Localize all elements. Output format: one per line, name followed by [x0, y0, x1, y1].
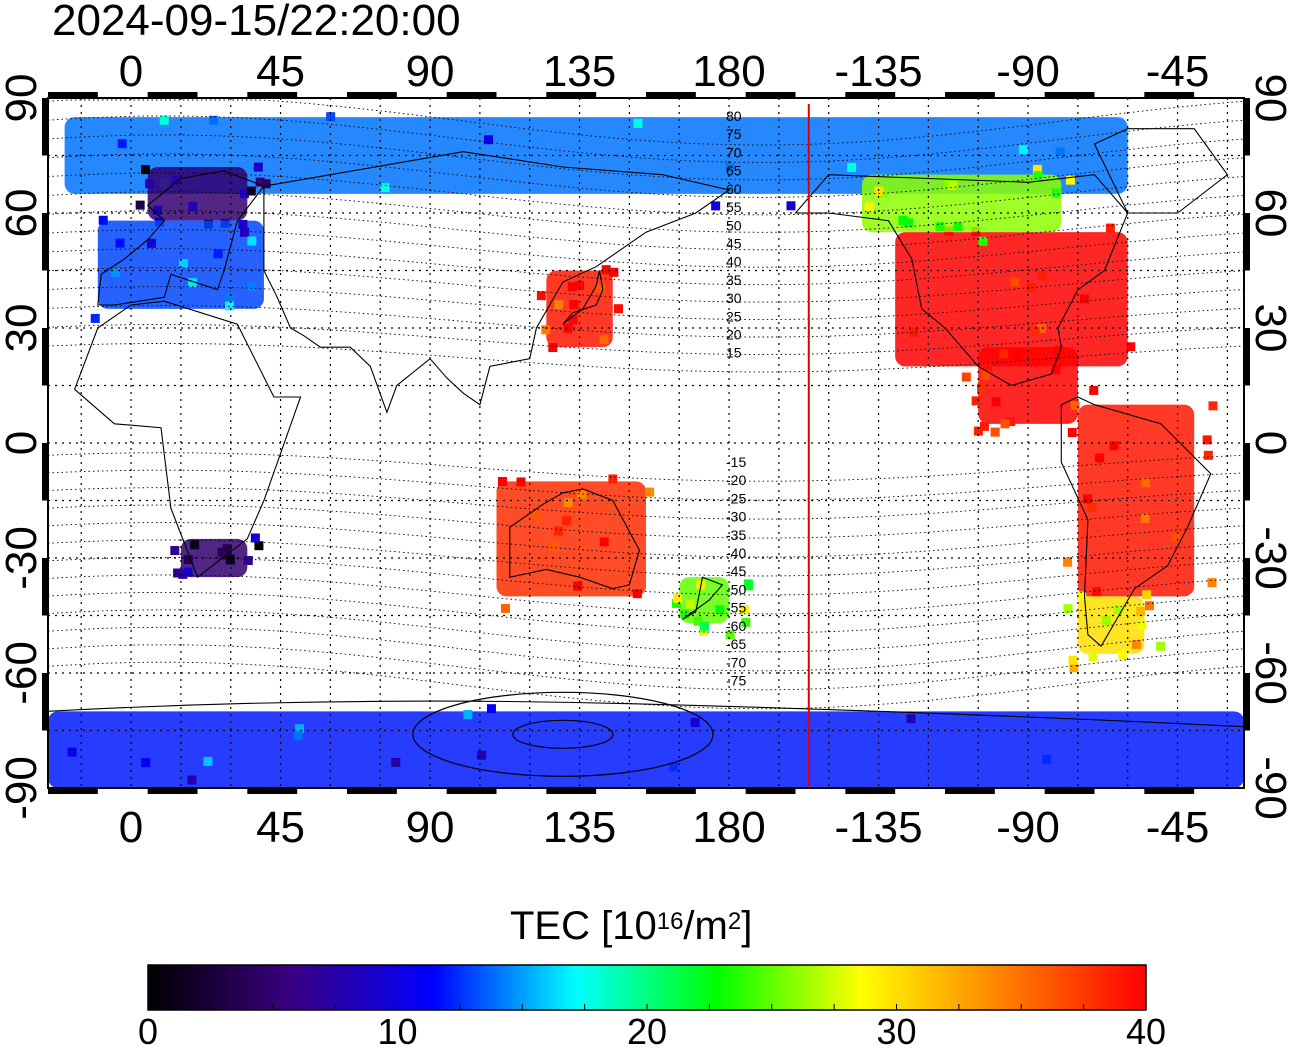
frame-scale-bars: [42, 92, 1250, 794]
coastlines: [73, 128, 1229, 648]
south-magnetic-pole-contour: [512, 719, 614, 749]
x-tick-label-top: 45: [256, 47, 306, 96]
y-tick-label-right: 90: [1246, 73, 1294, 123]
y-tick-label-left: 90: [0, 73, 46, 123]
tec-region-antarctica: [48, 704, 1244, 788]
colorbar: [147, 964, 1147, 1011]
y-tick-label-left: 0: [0, 430, 46, 456]
magnetic-latitude-label: 35: [726, 272, 742, 288]
magnetic-latitude-label: -30: [726, 509, 746, 525]
magnetic-latitude-label: -75: [726, 672, 746, 688]
colorbar-tick-label: 20: [626, 1011, 668, 1052]
x-tick-label-top: -135: [834, 47, 923, 96]
timestamp: 2024-09-15/22:20:00: [52, 0, 461, 45]
y-tick-label-right: 30: [1246, 303, 1294, 353]
y-tick-label-left: 60: [0, 188, 46, 238]
y-tick-label-right: -60: [1246, 641, 1294, 705]
colorbar-tick-label: 10: [377, 1011, 418, 1052]
tec-region-scandinavia: [135, 162, 271, 229]
magnetic-latitude-label: -70: [726, 654, 746, 670]
magnetic-latitude-label: 65: [726, 163, 742, 179]
tec-region-south-america: [1063, 401, 1218, 597]
magnetic-latitude-label: -45: [726, 563, 746, 579]
magnetic-latitude-label: -40: [726, 545, 746, 561]
south-magnetic-contour-outer: [412, 691, 714, 777]
x-tick-label-top: 180: [692, 47, 766, 96]
tec-region-north-america: [895, 223, 1136, 382]
magnetic-latitude-label: 40: [726, 254, 742, 270]
y-tick-label-right: -30: [1246, 526, 1294, 590]
y-tick-label-left: -90: [0, 756, 46, 820]
y-tick-label-left: -60: [0, 641, 46, 705]
y-tick-label-left: -30: [0, 526, 46, 590]
magnetic-latitude-label: 15: [726, 345, 742, 361]
magnetic-latitude-label: 45: [726, 235, 742, 251]
magnetic-latitude-label: 70: [726, 144, 742, 160]
magnetic-latitude-label: 50: [726, 217, 742, 233]
x-tick-label-bottom: 90: [405, 803, 455, 852]
magnetic-latitude-label: -25: [726, 490, 746, 506]
x-tick-label-bottom: -45: [1145, 803, 1210, 852]
x-tick-label-bottom: 45: [256, 803, 306, 852]
x-tick-label-bottom: -135: [834, 803, 923, 852]
tec-region-australia: [496, 474, 655, 613]
x-tick-label-bottom: 0: [118, 803, 144, 852]
x-tick-label-top: 135: [542, 47, 617, 96]
magnetic-latitude-label: -20: [726, 472, 746, 488]
magnetic-latitude-label: 80: [726, 108, 742, 124]
magnetic-latitude-label: -15: [726, 454, 746, 470]
magnetic-latitude-label: -50: [726, 581, 746, 597]
x-tick-label-bottom: -90: [996, 803, 1060, 852]
magnetic-latitude-label: 75: [726, 126, 742, 142]
x-tick-label-top: -45: [1145, 47, 1210, 96]
y-tick-label-left: 30: [0, 303, 46, 353]
tec-region-new-zealand: [671, 577, 753, 640]
x-tick-label-top: 90: [405, 47, 455, 96]
x-tick-label-top: 0: [118, 47, 144, 96]
magnetic-latitude-label: -55: [726, 600, 746, 616]
x-tick-label-bottom: 135: [542, 803, 617, 852]
x-tick-label-bottom: 180: [692, 803, 766, 852]
y-tick-label-right: 60: [1246, 188, 1294, 238]
magnetic-latitude-label: 20: [726, 327, 742, 343]
y-tick-label-right: -90: [1246, 756, 1294, 820]
magnetic-latitude-contours: 80 75 70 65 60 55 50 45 40 35 30 25 20 15 -15 -20 -25 -30…: [47, 99, 1245, 710]
magnetic-latitude-label: -65: [726, 636, 746, 652]
magnetic-latitude-label: 30: [726, 290, 742, 306]
magnetic-latitude-label: -60: [726, 618, 746, 634]
magnetic-latitude-label: 55: [726, 199, 742, 215]
colorbar-tick-label: 0: [137, 1011, 159, 1052]
graticule: [48, 98, 1244, 788]
magnetic-latitude-label: -35: [726, 527, 746, 543]
y-tick-label-right: 0: [1246, 430, 1294, 456]
magnetic-latitude-label: 25: [726, 308, 742, 324]
magnetic-latitude-label: 60: [726, 181, 742, 197]
antarctica-coast: [47, 700, 1245, 728]
colorbar-title: TEC [1016/m2]: [510, 904, 753, 948]
colorbar-tick-label: 30: [876, 1011, 917, 1052]
colorbar-tick-label: 40: [1125, 1011, 1167, 1052]
x-tick-label-top: -90: [996, 47, 1060, 96]
